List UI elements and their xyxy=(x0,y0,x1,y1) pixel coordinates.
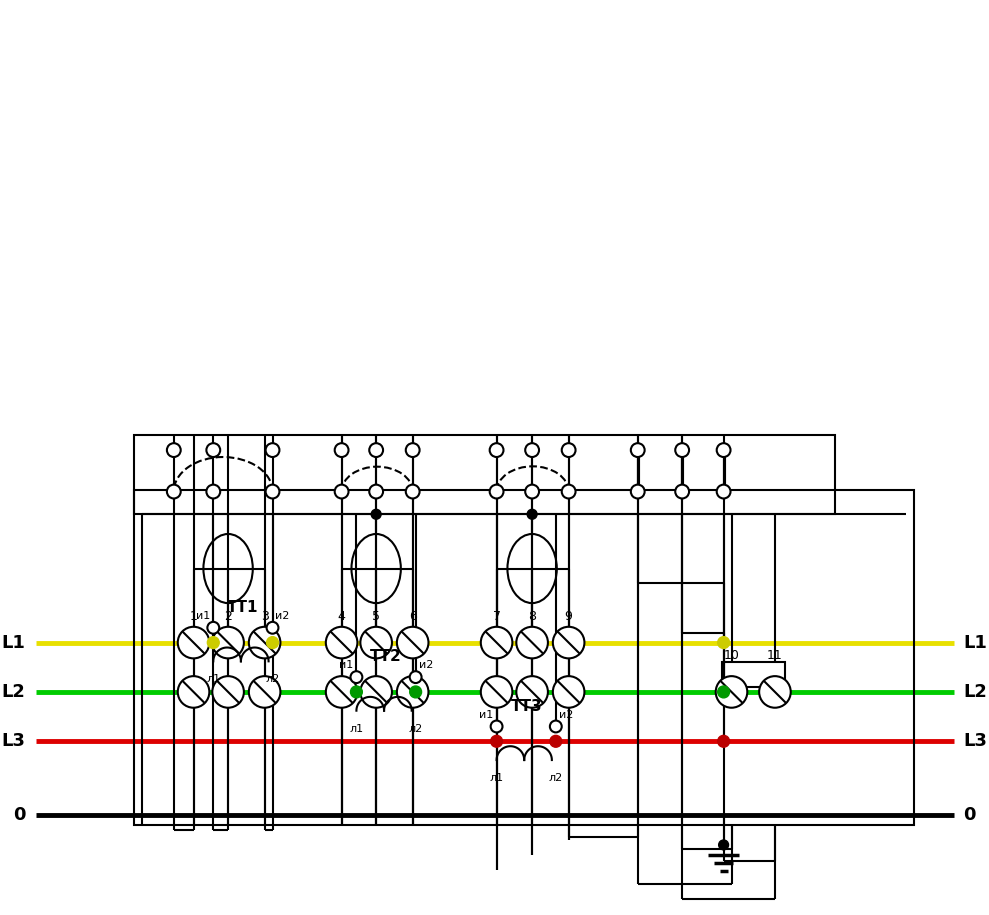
Text: L2: L2 xyxy=(2,683,26,701)
Circle shape xyxy=(207,443,221,457)
Circle shape xyxy=(760,676,791,707)
Circle shape xyxy=(553,676,584,707)
Circle shape xyxy=(167,443,181,457)
Circle shape xyxy=(369,485,383,499)
Circle shape xyxy=(405,485,419,499)
Circle shape xyxy=(516,627,548,659)
Circle shape xyxy=(719,840,729,850)
Circle shape xyxy=(516,676,548,707)
Bar xyxy=(135,436,835,514)
Circle shape xyxy=(360,676,392,707)
Circle shape xyxy=(553,627,584,659)
Text: 9: 9 xyxy=(565,609,573,623)
Text: 11: 11 xyxy=(767,650,783,662)
Circle shape xyxy=(207,485,221,499)
Text: L3: L3 xyxy=(2,732,26,750)
Circle shape xyxy=(397,676,428,707)
Circle shape xyxy=(325,627,357,659)
Circle shape xyxy=(481,676,512,707)
Circle shape xyxy=(491,720,502,732)
Circle shape xyxy=(718,637,730,649)
Circle shape xyxy=(717,443,731,457)
Circle shape xyxy=(178,676,210,707)
Circle shape xyxy=(409,686,421,698)
Circle shape xyxy=(718,736,730,748)
Text: и2: и2 xyxy=(418,661,433,670)
Text: л2: л2 xyxy=(549,773,563,783)
Circle shape xyxy=(334,443,348,457)
Circle shape xyxy=(208,637,220,649)
Circle shape xyxy=(249,676,281,707)
Circle shape xyxy=(490,443,503,457)
Circle shape xyxy=(267,622,279,634)
Circle shape xyxy=(675,485,689,499)
Text: ТТ1: ТТ1 xyxy=(227,600,259,615)
Circle shape xyxy=(350,686,362,698)
Bar xyxy=(722,662,785,687)
Text: л2: л2 xyxy=(265,674,280,684)
Circle shape xyxy=(350,672,362,684)
Text: л1: л1 xyxy=(207,674,221,684)
Circle shape xyxy=(490,485,503,499)
Circle shape xyxy=(360,627,392,659)
Circle shape xyxy=(631,485,645,499)
Text: и2: и2 xyxy=(559,709,574,719)
Text: 10: 10 xyxy=(724,650,740,662)
Circle shape xyxy=(334,485,348,499)
Text: 3: 3 xyxy=(261,609,269,623)
Circle shape xyxy=(550,720,562,732)
Text: 0: 0 xyxy=(963,806,976,824)
Circle shape xyxy=(266,443,280,457)
Circle shape xyxy=(525,443,539,457)
Circle shape xyxy=(369,443,383,457)
Text: и1: и1 xyxy=(339,661,353,670)
Text: L2: L2 xyxy=(963,683,987,701)
Circle shape xyxy=(208,622,220,634)
Circle shape xyxy=(397,627,428,659)
Circle shape xyxy=(178,627,210,659)
Circle shape xyxy=(267,637,279,649)
Text: 0: 0 xyxy=(13,806,26,824)
Circle shape xyxy=(249,627,281,659)
Circle shape xyxy=(631,443,645,457)
Circle shape xyxy=(371,510,381,519)
Text: и1: и1 xyxy=(480,709,494,719)
Text: 6: 6 xyxy=(408,609,416,623)
Circle shape xyxy=(718,686,730,698)
Text: 4: 4 xyxy=(337,609,345,623)
Circle shape xyxy=(525,485,539,499)
Circle shape xyxy=(527,510,537,519)
Text: л1: л1 xyxy=(490,773,503,783)
Circle shape xyxy=(717,485,731,499)
Text: 8: 8 xyxy=(528,609,536,623)
Text: и2: и2 xyxy=(276,611,290,621)
Circle shape xyxy=(491,736,502,748)
Text: 5: 5 xyxy=(372,609,380,623)
Circle shape xyxy=(167,485,181,499)
Circle shape xyxy=(266,485,280,499)
Text: L1: L1 xyxy=(2,633,26,651)
Bar xyxy=(135,490,914,825)
Circle shape xyxy=(675,443,689,457)
Circle shape xyxy=(481,627,512,659)
Text: L1: L1 xyxy=(963,633,987,651)
Circle shape xyxy=(562,443,576,457)
Text: ТТ3: ТТ3 xyxy=(510,699,542,714)
Text: л1: л1 xyxy=(349,724,364,734)
Circle shape xyxy=(213,676,244,707)
Circle shape xyxy=(550,736,562,748)
Circle shape xyxy=(409,672,421,684)
Circle shape xyxy=(716,676,748,707)
Circle shape xyxy=(562,485,576,499)
Text: L3: L3 xyxy=(963,732,987,750)
Text: ТТ2: ТТ2 xyxy=(370,650,402,664)
Text: и1: и1 xyxy=(196,611,211,621)
Text: 1: 1 xyxy=(190,609,198,623)
Circle shape xyxy=(213,627,244,659)
Text: л2: л2 xyxy=(408,724,422,734)
Circle shape xyxy=(405,443,419,457)
Text: 2: 2 xyxy=(225,609,232,623)
Text: 7: 7 xyxy=(493,609,500,623)
Circle shape xyxy=(325,676,357,707)
